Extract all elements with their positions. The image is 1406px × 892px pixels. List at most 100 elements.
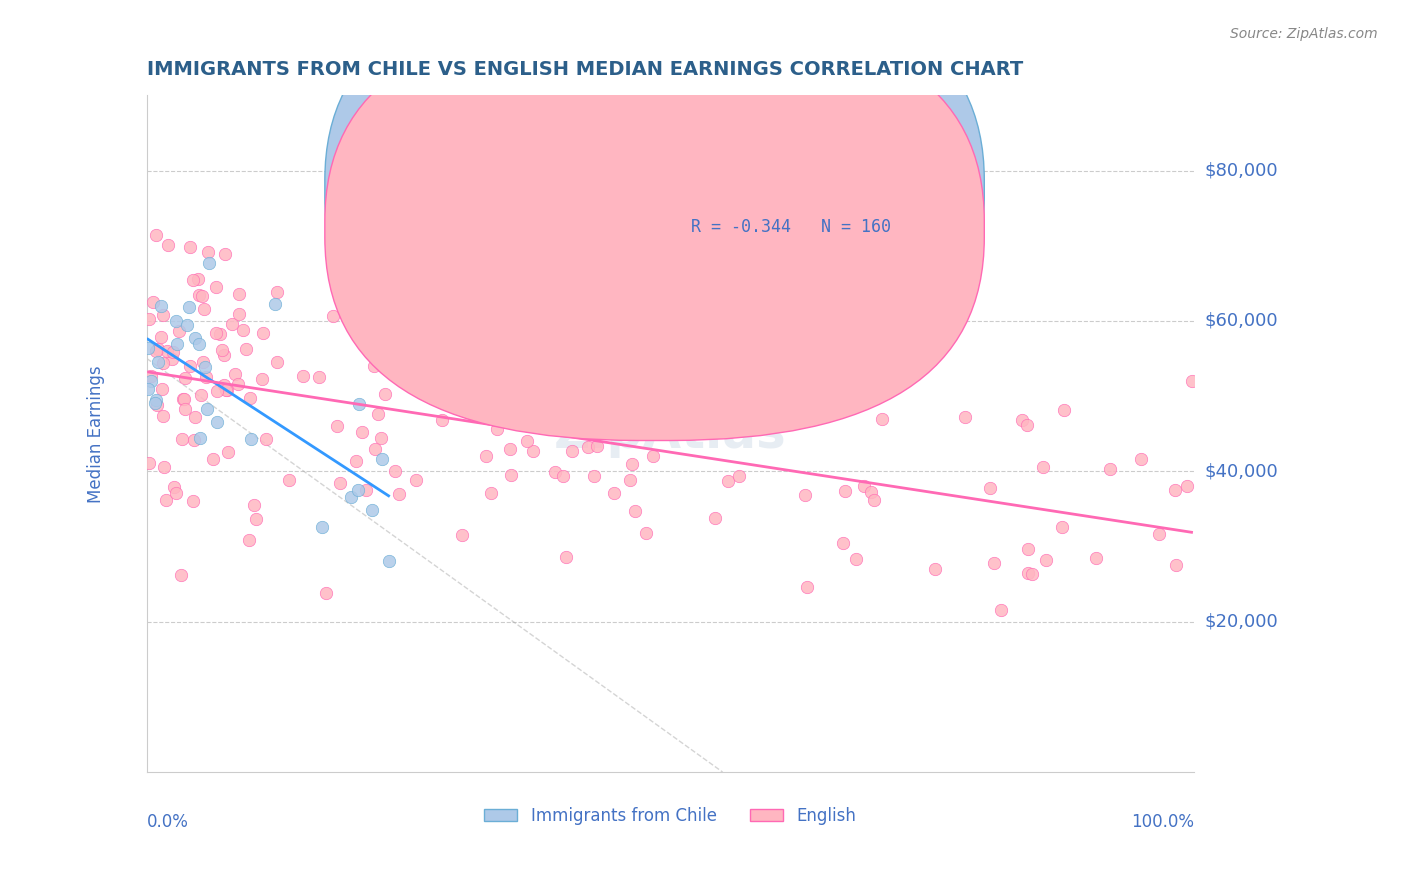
Point: [516, 434, 538, 449]
Point: [859, 485, 882, 500]
Point: [214, 247, 236, 261]
Point: [217, 445, 239, 459]
Point: [586, 439, 609, 453]
Point: [576, 440, 599, 454]
Text: 0.0%: 0.0%: [146, 813, 188, 830]
Point: [501, 468, 523, 483]
Point: [145, 344, 167, 359]
Point: [238, 533, 260, 548]
Point: [388, 487, 411, 501]
Text: Source: ZipAtlas.com: Source: ZipAtlas.com: [1230, 27, 1378, 41]
Point: [176, 318, 198, 332]
Point: [139, 375, 162, 389]
Point: [533, 342, 555, 356]
Point: [172, 433, 194, 447]
Point: [924, 562, 946, 576]
Point: [228, 287, 250, 301]
Point: [1129, 452, 1152, 467]
Point: [620, 457, 643, 471]
Point: [250, 372, 273, 386]
Point: [172, 392, 194, 407]
Point: [177, 300, 200, 314]
Point: [181, 494, 204, 508]
Point: [173, 402, 195, 417]
Point: [228, 376, 250, 391]
Point: [387, 362, 409, 376]
Point: [340, 490, 363, 504]
Point: [205, 326, 228, 340]
Point: [181, 273, 204, 287]
FancyBboxPatch shape: [617, 163, 974, 265]
Point: [194, 359, 217, 374]
Point: [364, 442, 387, 456]
Point: [344, 454, 367, 468]
Point: [374, 387, 396, 401]
Point: [1017, 566, 1039, 581]
Point: [152, 356, 174, 370]
Point: [834, 484, 856, 499]
Point: [561, 443, 583, 458]
Point: [430, 413, 453, 427]
Point: [554, 549, 576, 564]
Point: [139, 368, 162, 383]
Point: [1035, 553, 1057, 567]
Point: [311, 520, 333, 534]
Point: [232, 323, 254, 337]
Point: [145, 228, 167, 243]
Point: [603, 486, 626, 500]
Text: IMMIGRANTS FROM CHILE VS ENGLISH MEDIAN EARNINGS CORRELATION CHART: IMMIGRANTS FROM CHILE VS ENGLISH MEDIAN …: [146, 60, 1024, 78]
Point: [870, 412, 893, 426]
Point: [990, 602, 1012, 616]
Point: [187, 272, 209, 286]
Point: [212, 377, 235, 392]
Point: [188, 288, 211, 302]
Point: [224, 367, 246, 381]
Point: [240, 432, 263, 446]
Point: [277, 474, 299, 488]
Point: [146, 355, 169, 369]
Point: [607, 397, 630, 411]
Point: [162, 344, 184, 359]
Point: [633, 391, 655, 405]
Point: [862, 493, 884, 508]
Point: [370, 451, 392, 466]
Point: [166, 337, 188, 351]
Point: [519, 295, 541, 310]
Point: [481, 485, 503, 500]
Point: [156, 344, 179, 359]
Point: [136, 341, 159, 355]
Point: [1175, 479, 1198, 493]
Point: [170, 567, 193, 582]
Point: [155, 492, 177, 507]
Point: [143, 396, 166, 410]
Point: [636, 526, 658, 541]
Point: [796, 580, 818, 594]
Point: [350, 425, 373, 439]
Point: [165, 314, 187, 328]
Point: [607, 371, 630, 385]
Point: [191, 355, 214, 369]
Point: [165, 486, 187, 500]
Point: [184, 331, 207, 345]
Point: [641, 449, 664, 463]
Text: $60,000: $60,000: [1205, 312, 1278, 330]
Point: [347, 483, 370, 498]
Point: [174, 371, 197, 385]
Point: [183, 409, 205, 424]
Point: [205, 280, 228, 294]
Point: [152, 460, 174, 475]
Point: [322, 310, 344, 324]
Point: [1052, 520, 1074, 534]
Point: [1180, 374, 1202, 388]
Point: [1011, 413, 1033, 427]
Point: [188, 336, 211, 351]
Point: [235, 343, 257, 357]
Point: [136, 382, 159, 396]
Point: [138, 312, 160, 326]
Point: [152, 308, 174, 322]
Point: [728, 469, 751, 483]
Point: [955, 410, 977, 425]
Point: [150, 330, 173, 344]
Point: [145, 393, 167, 408]
Point: [703, 511, 725, 525]
